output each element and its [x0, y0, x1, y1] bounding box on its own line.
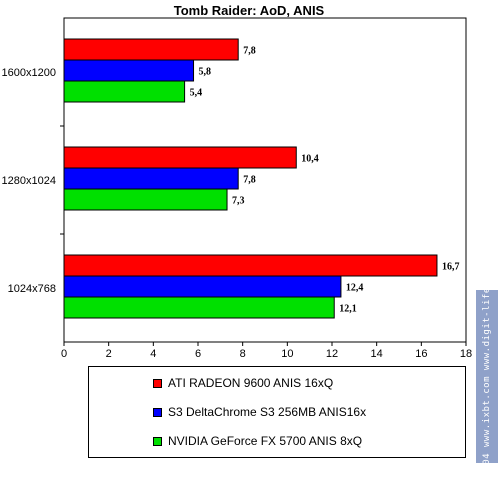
bar [63, 188, 228, 211]
watermark-text: © 2004 www.ixbt.com www.digit-life.com [482, 263, 492, 488]
category-label: 1600x1200 [2, 67, 56, 79]
legend-swatch-blue [153, 407, 162, 417]
x-tick-label: 0 [61, 348, 67, 360]
bar-value-label: 10,4 [301, 154, 319, 165]
category-label: 1024x768 [8, 283, 56, 295]
x-tick-label: 10 [281, 348, 293, 360]
legend-label: NVIDIA GeForce FX 5700 ANIS 8xQ [168, 434, 363, 448]
bar-chart: Tomb Raider: AoD, ANIS 1600x1200 1280x102… [2, 3, 473, 360]
bar-value-label: 7,3 [232, 196, 245, 207]
x-tick-label: 6 [195, 348, 201, 360]
legend-swatch-green [153, 436, 162, 446]
legend-item-nvidia: NVIDIA GeForce FX 5700 ANIS 8xQ [153, 434, 362, 448]
bar-value-label: 7,8 [243, 46, 256, 57]
bar [63, 275, 342, 298]
x-tick-label: 2 [106, 348, 112, 360]
legend-label: S3 DeltaChrome S3 256MB ANIS16x [168, 405, 367, 419]
x-tick-label: 12 [326, 348, 338, 360]
chart-title: Tomb Raider: AoD, ANIS [174, 3, 325, 18]
category-label: 1280x1024 [2, 175, 56, 187]
legend-item-ati: ATI RADEON 9600 ANIS 16xQ [153, 376, 333, 390]
legend: ATI RADEON 9600 ANIS 16xQ S3 DeltaChrome… [88, 366, 466, 458]
bar [63, 167, 239, 190]
x-tick-label: 16 [415, 348, 427, 360]
legend-item-s3: S3 DeltaChrome S3 256MB ANIS16x [153, 405, 366, 419]
watermark: © 2004 www.ixbt.com www.digit-life.com [476, 264, 498, 488]
bar-value-label: 16,7 [442, 262, 460, 273]
bar-value-label: 12,1 [339, 304, 357, 315]
bar [63, 80, 186, 103]
bar [63, 296, 335, 319]
x-tick-label: 18 [460, 348, 472, 360]
bar-value-label: 12,4 [346, 283, 364, 294]
bar-value-label: 5,8 [199, 67, 212, 78]
x-tick-label: 8 [240, 348, 246, 360]
legend-swatch-red [153, 378, 162, 388]
x-tick-label: 14 [371, 348, 383, 360]
bar [63, 38, 239, 61]
legend-label: ATI RADEON 9600 ANIS 16xQ [168, 376, 334, 390]
bar [63, 254, 438, 277]
bar-value-label: 5,4 [190, 88, 203, 99]
bar [63, 146, 297, 169]
x-tick-label: 4 [150, 348, 156, 360]
bar-value-label: 7,8 [243, 175, 256, 186]
bar [63, 59, 195, 82]
